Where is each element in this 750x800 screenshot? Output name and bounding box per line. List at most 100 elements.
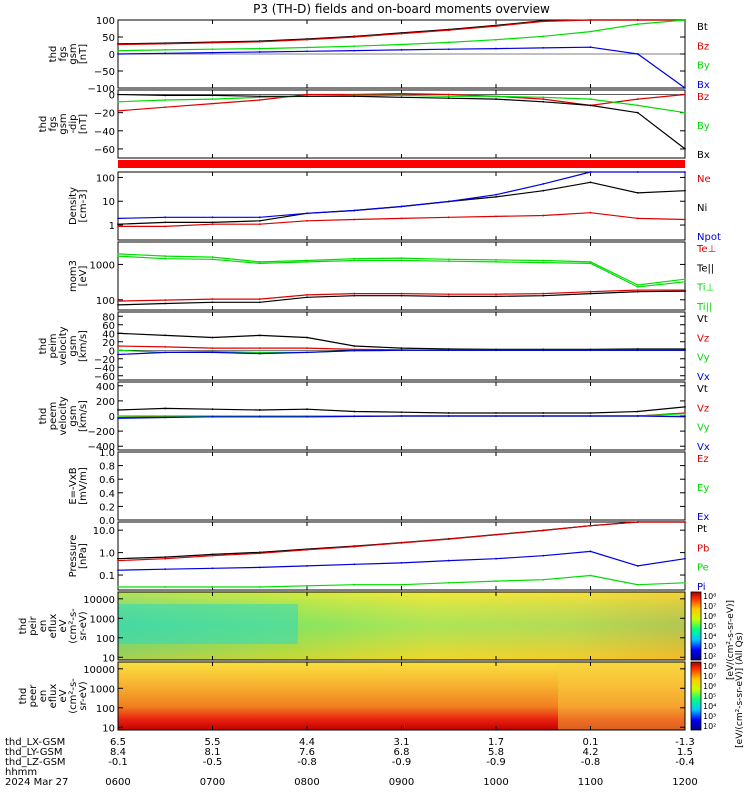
- y-tick-label: 0: [109, 91, 115, 102]
- point-Vt: [447, 348, 450, 350]
- point-Bx: [400, 49, 403, 51]
- point-Te||: [258, 301, 261, 304]
- y-tick-label: 10: [102, 653, 115, 664]
- point-Vt: [495, 412, 497, 414]
- date-label: 2024 Mar 27: [5, 777, 68, 788]
- point-Vx: [353, 415, 356, 418]
- point-Te||: [589, 292, 592, 295]
- point-Bz: [542, 20, 545, 23]
- y-tick-label: −100: [88, 84, 115, 95]
- point-Ti⊥: [684, 278, 686, 281]
- point-Te⊥: [447, 293, 450, 296]
- point-By: [211, 48, 214, 51]
- legend-Bx: Bx: [697, 80, 710, 91]
- y-tick-label: −60: [94, 372, 115, 383]
- legend-Te||: Te||: [696, 263, 714, 274]
- point-Pe: [542, 578, 545, 581]
- ephemeris-value: 3.1: [394, 737, 410, 748]
- y-axis-label: gsm: [68, 405, 79, 426]
- y-axis-label: eV: [58, 619, 69, 632]
- ephemeris-value: 0.1: [583, 737, 599, 748]
- point-Te||: [400, 294, 403, 297]
- y-axis-label: gsm: [68, 43, 79, 64]
- point-Bx: [117, 93, 119, 96]
- point-Vt: [353, 345, 356, 347]
- point-Pi: [542, 554, 545, 557]
- point-Bz: [636, 19, 639, 21]
- ephemeris-value: -0.1: [108, 757, 128, 768]
- point-By: [211, 98, 214, 100]
- point-Bx: [306, 95, 308, 98]
- point-Ti||: [495, 260, 497, 263]
- y-tick-label: 0.1: [99, 571, 115, 582]
- point-Bz: [495, 25, 497, 28]
- y-tick-label: 10.0: [93, 526, 115, 537]
- point-Npot: [400, 205, 403, 208]
- point-Bz: [447, 93, 450, 96]
- point-Te||: [117, 303, 119, 306]
- legend-Ez: Ez: [697, 454, 709, 465]
- point-Ti⊥: [258, 260, 261, 263]
- y-axis-label: gsm: [68, 335, 79, 356]
- colorbar-tick: 10³: [703, 642, 716, 651]
- y-tick-label: 50: [102, 33, 115, 44]
- colorbar-tick: 10⁷: [703, 672, 716, 681]
- point-Vz: [258, 347, 261, 350]
- point-Vx: [211, 351, 214, 354]
- panel-temperature: [117, 241, 686, 311]
- point-Pb: [306, 548, 308, 551]
- point-Vx: [306, 351, 308, 354]
- legend-Vz: Vz: [697, 333, 709, 344]
- x-tick-label: 1100: [578, 777, 603, 788]
- point-By: [164, 99, 167, 101]
- y-tick-label: 10000: [83, 665, 115, 676]
- point-Ti||: [636, 286, 639, 288]
- point-Ne: [684, 218, 686, 221]
- point-Te⊥: [258, 298, 261, 300]
- y-tick-label: 0: [109, 412, 115, 423]
- point-Te||: [353, 294, 356, 297]
- point-Vx: [117, 353, 119, 356]
- point-Pe: [164, 586, 167, 588]
- point-Bz: [117, 43, 119, 46]
- point-Pb: [447, 538, 450, 540]
- colorbar-tick: 10⁶: [703, 612, 716, 621]
- panel-peir-eflux: [117, 591, 686, 661]
- point-Bx: [400, 96, 403, 99]
- point-Bx: [447, 48, 450, 51]
- point-Ti⊥: [542, 259, 545, 262]
- point-Pb: [684, 521, 686, 523]
- y-tick-label: 60: [102, 321, 115, 332]
- point-Bx: [306, 50, 308, 53]
- point-Pi: [164, 568, 167, 571]
- point-Ni: [117, 223, 119, 226]
- legend-Vt: Vt: [697, 384, 708, 395]
- point-Pe: [447, 581, 450, 584]
- point-Pb: [542, 529, 545, 532]
- y-tick-label: 10: [102, 723, 115, 734]
- point-Bx: [495, 98, 497, 100]
- panel-efield: [117, 451, 686, 521]
- point-By: [117, 100, 119, 103]
- point-Ne: [447, 216, 450, 219]
- panel-fgs-gsm-dip: [117, 89, 686, 159]
- point-Pe: [258, 586, 261, 588]
- y-axis-label: thd: [18, 618, 29, 635]
- point-Vx: [684, 415, 686, 418]
- series-density-Npot: [117, 171, 685, 219]
- ephemeris-label-1: thd_LY-GSM: [5, 747, 62, 758]
- point-Bz: [258, 99, 261, 101]
- point-By: [589, 30, 592, 33]
- ephemeris-value: 8.4: [110, 747, 126, 758]
- point-Vz: [353, 348, 356, 351]
- point-Ti⊥: [117, 252, 119, 255]
- point-Vx: [495, 349, 497, 352]
- point-Ne: [117, 225, 119, 228]
- point-Npot: [164, 216, 167, 219]
- ephemeris-value: 1.5: [677, 747, 693, 758]
- point-Pb: [164, 557, 167, 560]
- y-axis-label: gsm: [58, 113, 69, 134]
- point-Vy: [117, 415, 119, 417]
- legend-Pb: Pb: [697, 543, 709, 554]
